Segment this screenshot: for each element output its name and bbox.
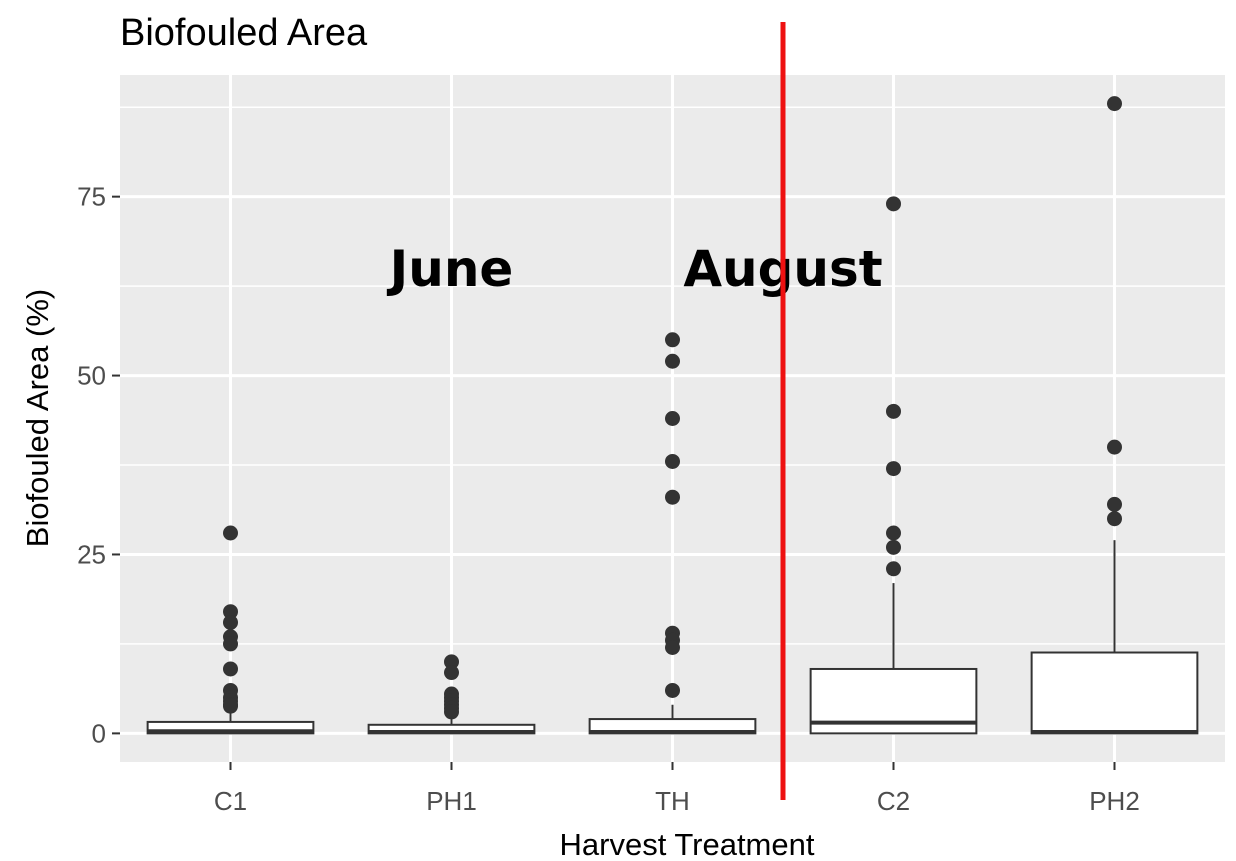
outlier-point <box>223 604 238 620</box>
box-series <box>146 96 1199 735</box>
outlier-point <box>886 461 901 477</box>
y-tick-label: 0 <box>92 718 106 748</box>
outlier-point <box>886 525 901 541</box>
y-tick-label: 25 <box>77 539 106 569</box>
y-axis-label: Biofouled Area (%) <box>20 289 55 547</box>
x-tick-label: C2 <box>877 786 910 816</box>
x-tick-label: TH <box>655 786 690 816</box>
outlier-point <box>665 682 680 698</box>
x-axis-ticks: C1 PH1 TH C2 PH2 <box>214 762 1140 816</box>
x-tick-label: PH2 <box>1089 786 1140 816</box>
outlier-point <box>665 353 680 369</box>
outlier-point <box>223 636 238 652</box>
x-tick-label: C1 <box>214 786 247 816</box>
x-axis-label: Harvest Treatment <box>560 827 815 861</box>
box-TH <box>588 332 757 735</box>
box-C2 <box>809 196 978 735</box>
outlier-point <box>665 489 680 505</box>
outlier-point <box>444 654 459 670</box>
box-iqr <box>1030 651 1199 735</box>
outlier-point <box>886 561 901 577</box>
outlier-point <box>886 539 901 555</box>
annotation-june: June <box>387 240 514 298</box>
outlier-point <box>223 698 238 714</box>
outlier-point <box>1107 439 1122 455</box>
outlier-point <box>886 403 901 419</box>
box-PH1 <box>367 654 536 735</box>
outlier-point <box>223 661 238 677</box>
outlier-point <box>223 525 238 541</box>
outlier-point <box>1107 511 1122 527</box>
chart-title: Biofouled Area <box>120 12 368 54</box>
box-iqr <box>146 720 315 735</box>
x-tick-label: PH1 <box>426 786 477 816</box>
outlier-point <box>886 196 901 212</box>
box-C1 <box>146 525 315 735</box>
outlier-point <box>1107 96 1122 112</box>
outlier-point <box>665 640 680 655</box>
box-PH2 <box>1030 96 1199 735</box>
y-tick-label: 75 <box>77 182 106 212</box>
outlier-point <box>444 704 459 720</box>
y-axis-ticks: 0 25 50 75 <box>77 182 120 748</box>
outlier-point <box>665 332 680 348</box>
outlier-point <box>665 411 680 426</box>
y-tick-label: 50 <box>77 361 106 391</box>
outlier-point <box>1107 496 1122 512</box>
outlier-point <box>223 614 238 630</box>
outlier-point <box>444 665 459 681</box>
outlier-point <box>665 453 680 469</box>
